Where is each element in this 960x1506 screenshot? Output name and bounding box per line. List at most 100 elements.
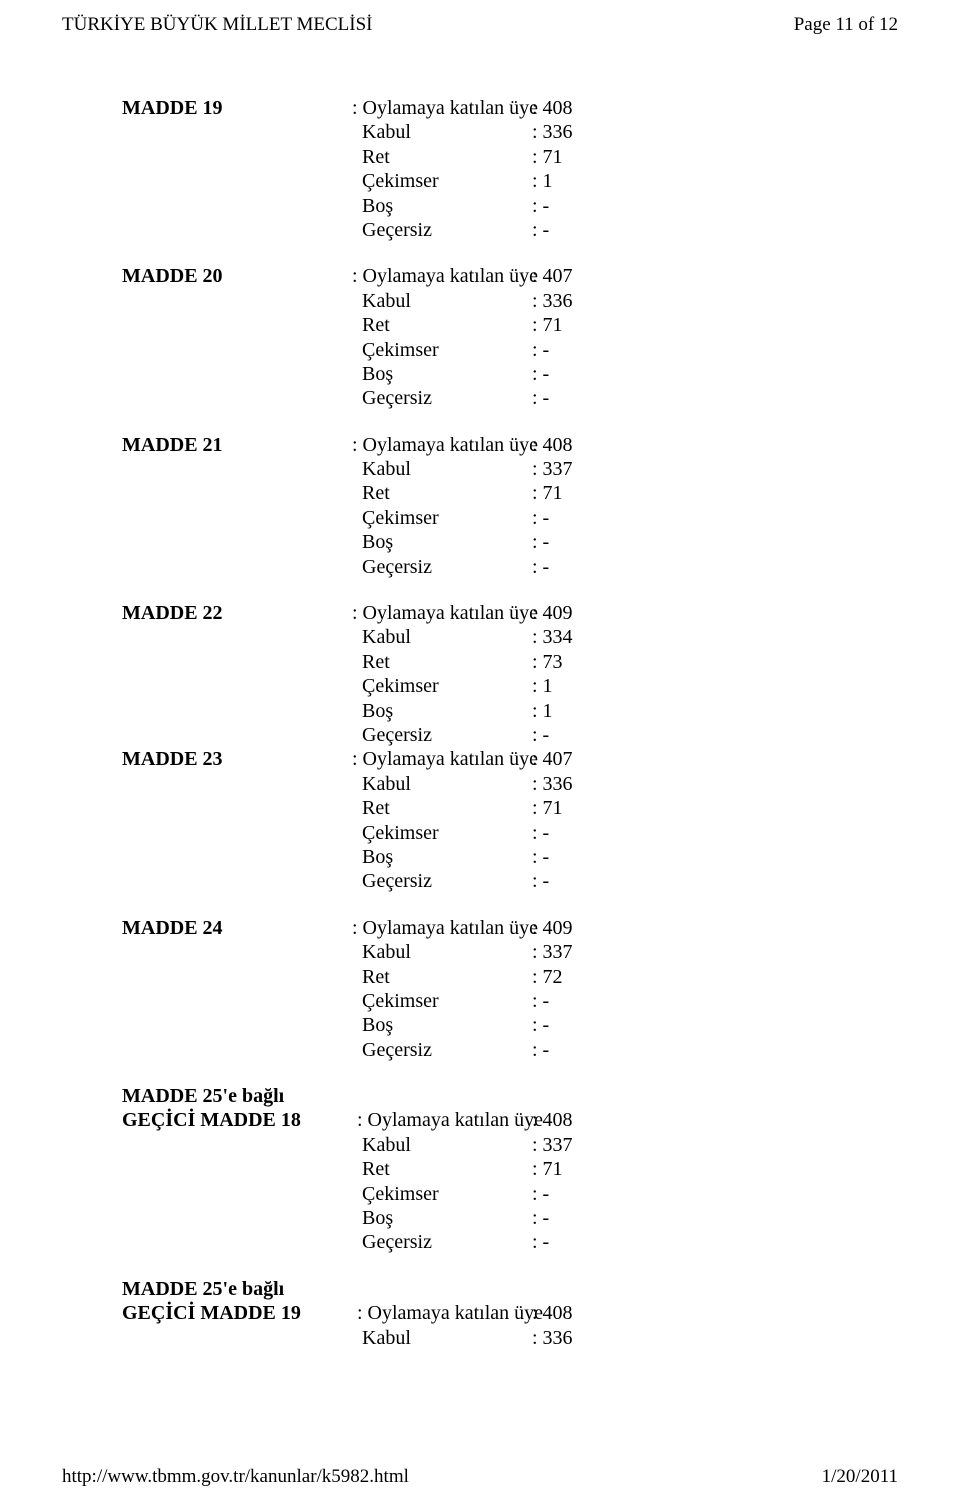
header-right: Page 11 of 12: [794, 14, 898, 36]
vote-value: : 408: [532, 1301, 880, 1325]
article-label: [122, 1206, 352, 1230]
article-label: [122, 530, 352, 554]
article-label: [122, 869, 352, 893]
vote-key: Boş: [352, 699, 532, 723]
vote-row: GEÇİCİ MADDE 18 : Oylamaya katılan üye: …: [122, 1108, 880, 1132]
vote-value: : 407: [532, 747, 880, 771]
vote-block: MADDE 22: Oylamaya katılan üye: 409 Kabu…: [122, 601, 880, 747]
footer-left: http://www.tbmm.gov.tr/kanunlar/k5982.ht…: [62, 1466, 409, 1488]
vote-value: : -: [532, 1230, 880, 1254]
vote-key: Boş: [352, 845, 532, 869]
vote-value: : -: [532, 555, 880, 579]
article-label: [122, 1013, 352, 1037]
vote-value: : 71: [532, 796, 880, 820]
vote-value: : 72: [532, 965, 880, 989]
vote-row: Çekimser: -: [122, 989, 880, 1013]
vote-key: Kabul: [352, 772, 532, 796]
vote-key: Boş: [352, 194, 532, 218]
vote-row: Kabul: 336: [122, 289, 880, 313]
vote-key: Kabul: [352, 1133, 532, 1157]
article-label: GEÇİCİ MADDE 19: [122, 1301, 352, 1325]
vote-block: MADDE 20: Oylamaya katılan üye: 407 Kabu…: [122, 264, 880, 410]
vote-key: Çekimser: [352, 506, 532, 530]
vote-value: : 71: [532, 313, 880, 337]
vote-key: Geçersiz: [352, 869, 532, 893]
vote-row: Kabul: 336: [122, 1326, 880, 1350]
article-label: [122, 218, 352, 242]
article-label: [122, 650, 352, 674]
article-label: [122, 1230, 352, 1254]
article-label: MADDE 24: [122, 916, 352, 940]
vote-key: Kabul: [352, 940, 532, 964]
vote-block: MADDE 23: Oylamaya katılan üye: 407 Kabu…: [122, 747, 880, 893]
vote-row: Çekimser: 1: [122, 674, 880, 698]
vote-value: : -: [532, 218, 880, 242]
vote-value: : 337: [532, 457, 880, 481]
vote-row: Geçersiz: -: [122, 869, 880, 893]
vote-row: Geçersiz: -: [122, 1230, 880, 1254]
vote-block: MADDE 19: Oylamaya katılan üye: 408 Kabu…: [122, 96, 880, 242]
page-footer: http://www.tbmm.gov.tr/kanunlar/k5982.ht…: [62, 1466, 898, 1488]
article-label: [122, 674, 352, 698]
vote-value: : 337: [532, 1133, 880, 1157]
vote-row: Kabul: 337: [122, 940, 880, 964]
vote-key: : Oylamaya katılan üye: [352, 433, 532, 457]
article-label: MADDE 22: [122, 601, 352, 625]
vote-row: Çekimser: 1: [122, 169, 880, 193]
vote-key: Geçersiz: [352, 723, 532, 747]
article-label: [122, 940, 352, 964]
vote-key: : Oylamaya katılan üye: [352, 747, 532, 771]
vote-value: : -: [532, 194, 880, 218]
vote-key: Boş: [352, 1206, 532, 1230]
vote-key: Geçersiz: [352, 1038, 532, 1062]
vote-value: : -: [532, 1206, 880, 1230]
vote-block: MADDE 25'e bağlıGEÇİCİ MADDE 18 : Oylama…: [122, 1084, 880, 1255]
vote-row: Ret: 71: [122, 1157, 880, 1181]
vote-row: Kabul: 337: [122, 457, 880, 481]
vote-row: Ret: 72: [122, 965, 880, 989]
vote-row: Ret: 73: [122, 650, 880, 674]
content-body: MADDE 19: Oylamaya katılan üye: 408 Kabu…: [122, 96, 880, 1372]
vote-value: : 408: [532, 1108, 880, 1132]
article-label: MADDE 23: [122, 747, 352, 771]
vote-key: Geçersiz: [352, 1230, 532, 1254]
vote-value: : 409: [532, 916, 880, 940]
vote-value: : 408: [532, 433, 880, 457]
vote-value: : 409: [532, 601, 880, 625]
article-label: [122, 313, 352, 337]
article-label: [122, 120, 352, 144]
vote-row: Ret: 71: [122, 796, 880, 820]
header-left: TÜRKİYE BÜYÜK MİLLET MECLİSİ: [62, 14, 373, 36]
vote-row: Boş: -: [122, 1013, 880, 1037]
vote-key: Ret: [352, 145, 532, 169]
article-label: [122, 289, 352, 313]
vote-key: Çekimser: [352, 674, 532, 698]
article-label: [122, 169, 352, 193]
vote-row: Ret: 71: [122, 481, 880, 505]
vote-value: : 71: [532, 145, 880, 169]
article-label: [122, 506, 352, 530]
article-label: [122, 796, 352, 820]
vote-row: Kabul: 337: [122, 1133, 880, 1157]
article-label: [122, 555, 352, 579]
vote-row: Geçersiz: -: [122, 555, 880, 579]
vote-row: MADDE 22: Oylamaya katılan üye: 409: [122, 601, 880, 625]
article-label: GEÇİCİ MADDE 18: [122, 1108, 352, 1132]
vote-key: : Oylamaya katılan üye: [352, 1301, 532, 1325]
vote-value: : -: [532, 845, 880, 869]
vote-key: Ret: [352, 650, 532, 674]
vote-row: Çekimser: -: [122, 1182, 880, 1206]
vote-key: Boş: [352, 1013, 532, 1037]
vote-key: Çekimser: [352, 338, 532, 362]
vote-key: Boş: [352, 530, 532, 554]
article-label: MADDE 21: [122, 433, 352, 457]
article-label: [122, 989, 352, 1013]
vote-value: : -: [532, 1013, 880, 1037]
vote-value: : 336: [532, 289, 880, 313]
vote-value: : -: [532, 338, 880, 362]
vote-row: Ret: 71: [122, 145, 880, 169]
vote-row: Çekimser: -: [122, 821, 880, 845]
vote-key: Ret: [352, 1157, 532, 1181]
vote-key: Ret: [352, 965, 532, 989]
article-label: [122, 362, 352, 386]
